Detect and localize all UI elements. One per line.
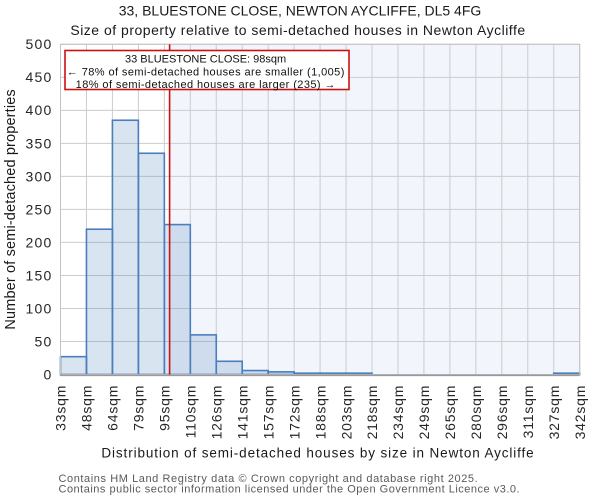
svg-text:218sqm: 218sqm [364, 385, 380, 440]
svg-text:Contains HM Land Registry data: Contains HM Land Registry data © Crown c… [59, 473, 479, 485]
svg-text:79sqm: 79sqm [131, 385, 147, 431]
svg-text:33 BLUESTONE CLOSE: 98sqm: 33 BLUESTONE CLOSE: 98sqm [125, 53, 286, 65]
svg-text:265sqm: 265sqm [442, 385, 458, 440]
svg-text:Size of property relative to s: Size of property relative to semi-detach… [70, 22, 525, 38]
svg-text:234sqm: 234sqm [390, 385, 406, 440]
svg-text:500: 500 [26, 36, 53, 52]
svg-text:141sqm: 141sqm [234, 385, 250, 440]
svg-text:203sqm: 203sqm [338, 385, 354, 440]
svg-text:33sqm: 33sqm [53, 385, 69, 431]
svg-text:95sqm: 95sqm [157, 385, 173, 431]
svg-text:311sqm: 311sqm [520, 385, 536, 439]
svg-text:250: 250 [26, 201, 53, 217]
svg-text:157sqm: 157sqm [260, 385, 276, 440]
svg-text:100: 100 [26, 300, 53, 316]
svg-text:50: 50 [35, 333, 53, 349]
svg-text:249sqm: 249sqm [416, 385, 432, 440]
svg-text:150: 150 [26, 267, 53, 283]
svg-text:450: 450 [26, 69, 53, 85]
svg-text:200: 200 [26, 234, 53, 250]
svg-text:126sqm: 126sqm [208, 385, 224, 440]
svg-text:Distribution of semi-detached: Distribution of semi-detached houses by … [101, 446, 534, 461]
svg-text:296sqm: 296sqm [494, 385, 510, 440]
svg-text:110sqm: 110sqm [183, 385, 199, 439]
svg-text:327sqm: 327sqm [546, 385, 562, 440]
svg-text:172sqm: 172sqm [286, 385, 302, 440]
svg-text:Number of semi-detached proper: Number of semi-detached properties [3, 89, 19, 329]
svg-text:33, BLUESTONE CLOSE, NEWTON AY: 33, BLUESTONE CLOSE, NEWTON AYCLIFFE, DL… [119, 3, 482, 19]
svg-text:400: 400 [26, 102, 53, 118]
svg-text:Contains public sector informa: Contains public sector information licen… [59, 483, 521, 495]
svg-text:350: 350 [26, 135, 53, 151]
svg-text:0: 0 [44, 366, 53, 382]
svg-text:← 78% of semi-detached houses: ← 78% of semi-detached houses are smalle… [67, 66, 345, 78]
svg-text:64sqm: 64sqm [105, 385, 121, 431]
svg-text:18% of semi-detached houses ar: 18% of semi-detached houses are larger (… [76, 79, 336, 91]
svg-text:48sqm: 48sqm [79, 385, 95, 431]
svg-text:280sqm: 280sqm [468, 385, 484, 440]
svg-text:300: 300 [26, 168, 53, 184]
svg-text:342sqm: 342sqm [572, 385, 588, 440]
svg-text:188sqm: 188sqm [312, 385, 328, 440]
